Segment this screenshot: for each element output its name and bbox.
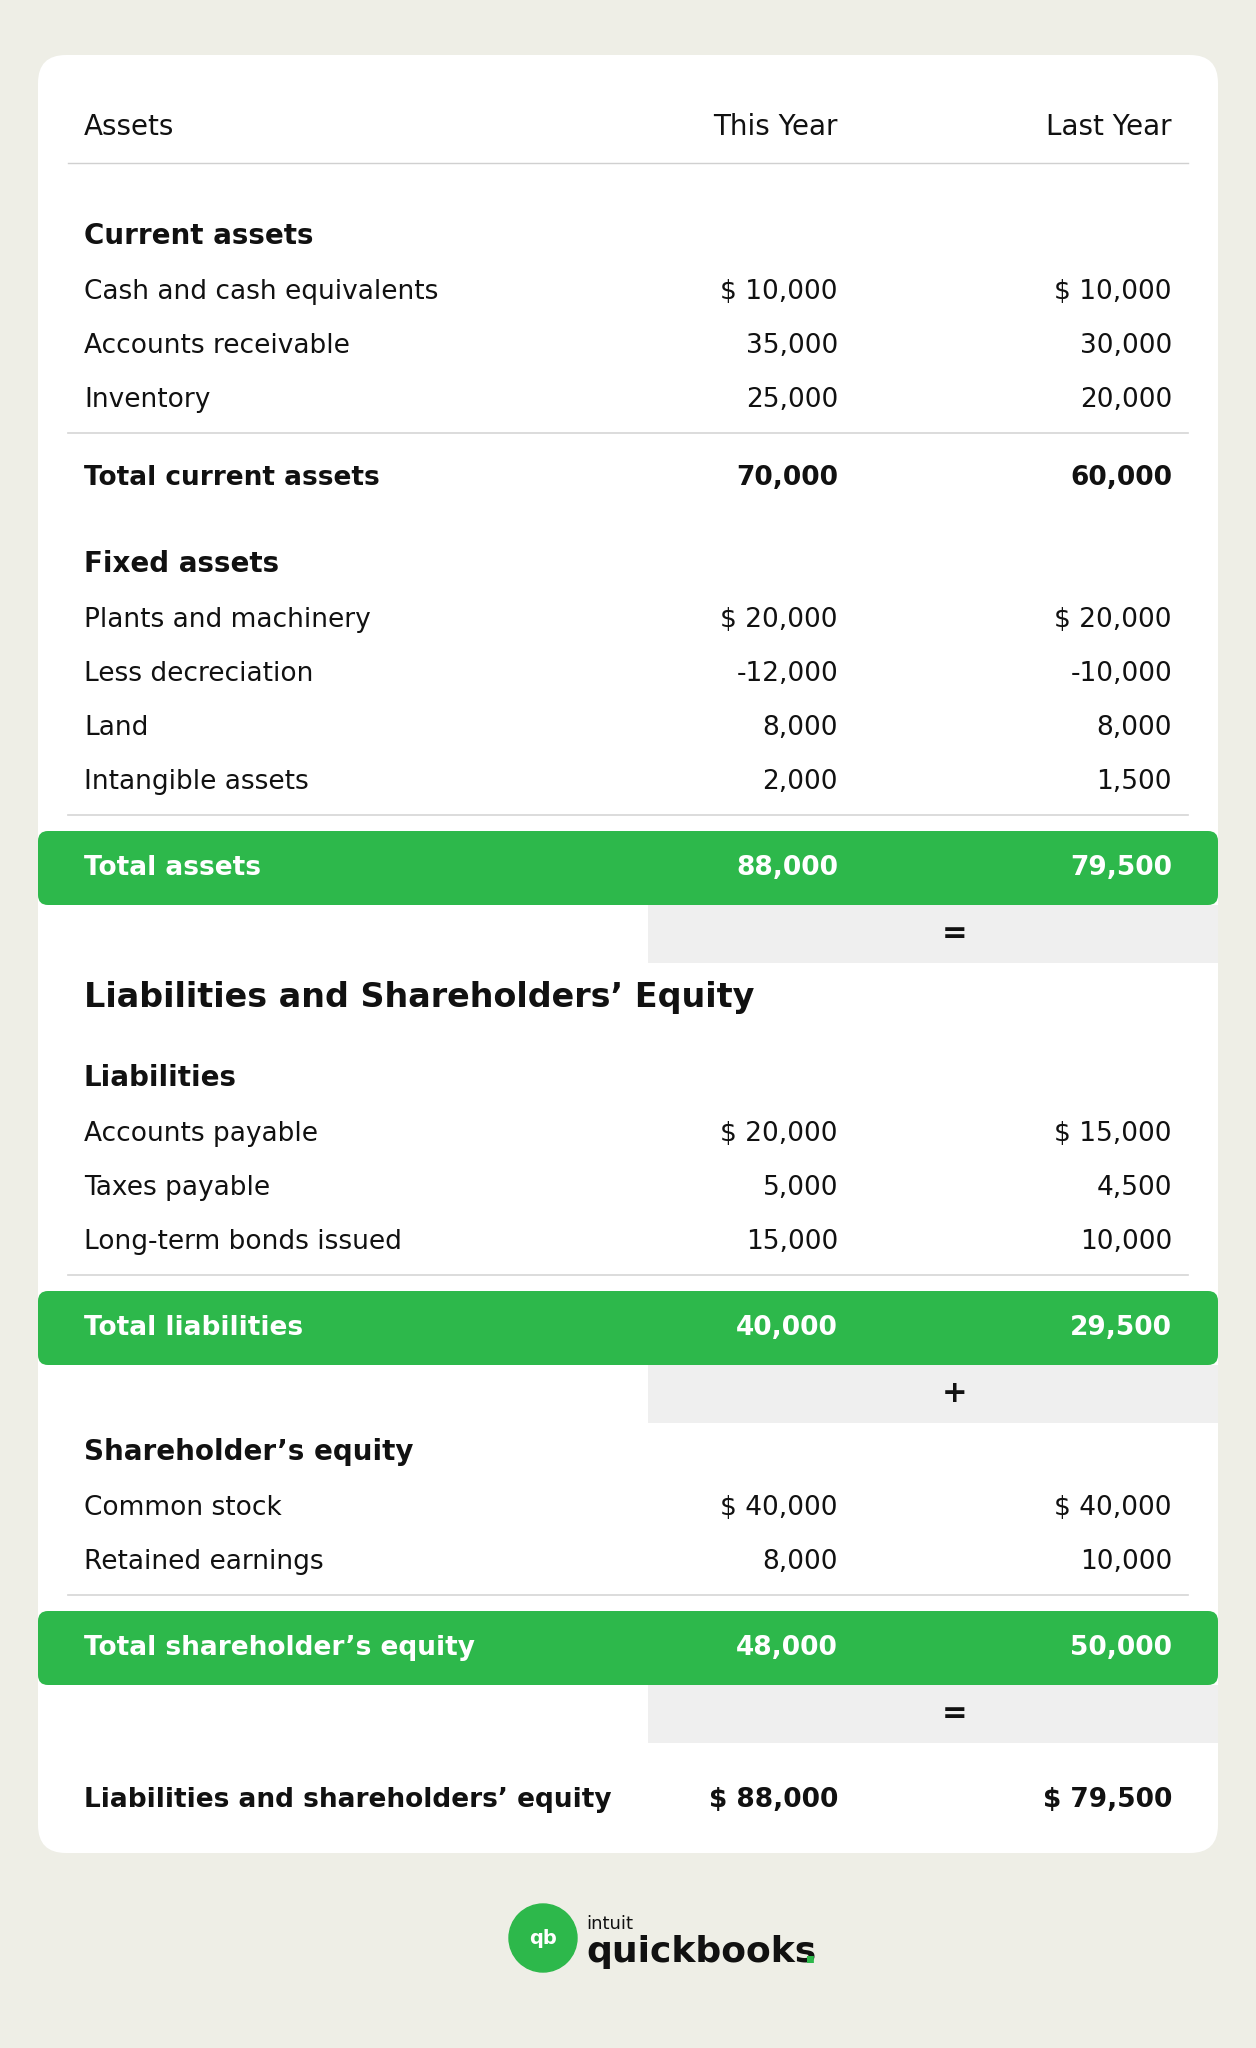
Text: Total assets: Total assets [84, 854, 261, 881]
Text: =: = [942, 920, 967, 948]
FancyBboxPatch shape [38, 55, 1218, 1853]
Text: Shareholder’s equity: Shareholder’s equity [84, 1438, 413, 1466]
Text: Intangible assets: Intangible assets [84, 768, 309, 795]
Text: .: . [803, 1933, 818, 1970]
Text: +: + [942, 1380, 967, 1409]
Text: $ 40,000: $ 40,000 [721, 1495, 838, 1522]
FancyBboxPatch shape [38, 1290, 1218, 1366]
Text: 2,000: 2,000 [762, 768, 838, 795]
Text: Assets: Assets [84, 113, 175, 141]
Text: 8,000: 8,000 [762, 1548, 838, 1575]
Text: Plants and machinery: Plants and machinery [84, 606, 371, 633]
Text: 60,000: 60,000 [1070, 465, 1172, 492]
FancyBboxPatch shape [38, 1612, 1218, 1686]
Text: $ 88,000: $ 88,000 [708, 1788, 838, 1812]
Ellipse shape [509, 1905, 577, 1972]
FancyBboxPatch shape [648, 1366, 1218, 1423]
Text: 8,000: 8,000 [1096, 715, 1172, 741]
Text: 10,000: 10,000 [1080, 1229, 1172, 1255]
Text: $ 10,000: $ 10,000 [1055, 279, 1172, 305]
Text: 29,500: 29,500 [1070, 1315, 1172, 1341]
Text: $ 20,000: $ 20,000 [721, 606, 838, 633]
Text: Total current assets: Total current assets [84, 465, 379, 492]
Text: Cash and cash equivalents: Cash and cash equivalents [84, 279, 438, 305]
Text: Current assets: Current assets [84, 221, 314, 250]
Text: 5,000: 5,000 [762, 1176, 838, 1200]
Text: Liabilities and Shareholders’ Equity: Liabilities and Shareholders’ Equity [84, 981, 755, 1014]
Text: $ 20,000: $ 20,000 [1055, 606, 1172, 633]
Text: Retained earnings: Retained earnings [84, 1548, 324, 1575]
Text: =: = [942, 1700, 967, 1729]
Text: 25,000: 25,000 [746, 387, 838, 414]
Text: quickbooks: quickbooks [587, 1935, 816, 1968]
FancyBboxPatch shape [648, 1686, 1218, 1743]
Text: Total shareholder’s equity: Total shareholder’s equity [84, 1634, 475, 1661]
Text: Accounts receivable: Accounts receivable [84, 334, 350, 358]
Text: 48,000: 48,000 [736, 1634, 838, 1661]
Text: 50,000: 50,000 [1070, 1634, 1172, 1661]
Text: qb: qb [529, 1929, 556, 1948]
Text: $ 15,000: $ 15,000 [1055, 1120, 1172, 1147]
Text: Total liabilities: Total liabilities [84, 1315, 303, 1341]
Text: 20,000: 20,000 [1080, 387, 1172, 414]
Text: Last Year: Last Year [1046, 113, 1172, 141]
Text: Liabilities: Liabilities [84, 1065, 237, 1092]
Text: 88,000: 88,000 [736, 854, 838, 881]
Text: $ 40,000: $ 40,000 [1055, 1495, 1172, 1522]
Text: Common stock: Common stock [84, 1495, 281, 1522]
Text: Liabilities and shareholders’ equity: Liabilities and shareholders’ equity [84, 1788, 612, 1812]
Text: 30,000: 30,000 [1080, 334, 1172, 358]
Text: 10,000: 10,000 [1080, 1548, 1172, 1575]
Text: intuit: intuit [587, 1915, 633, 1933]
FancyBboxPatch shape [648, 905, 1218, 963]
Text: Inventory: Inventory [84, 387, 210, 414]
Text: This Year: This Year [713, 113, 838, 141]
Text: 8,000: 8,000 [762, 715, 838, 741]
Text: -12,000: -12,000 [736, 662, 838, 686]
Text: 70,000: 70,000 [736, 465, 838, 492]
Text: 15,000: 15,000 [746, 1229, 838, 1255]
Text: -10,000: -10,000 [1070, 662, 1172, 686]
Text: $ 10,000: $ 10,000 [721, 279, 838, 305]
Text: Long-term bonds issued: Long-term bonds issued [84, 1229, 402, 1255]
Text: Land: Land [84, 715, 148, 741]
Text: 40,000: 40,000 [736, 1315, 838, 1341]
Text: 35,000: 35,000 [746, 334, 838, 358]
Text: $ 20,000: $ 20,000 [721, 1120, 838, 1147]
FancyBboxPatch shape [38, 831, 1218, 905]
Text: Accounts payable: Accounts payable [84, 1120, 318, 1147]
Text: Fixed assets: Fixed assets [84, 551, 279, 578]
Text: Taxes payable: Taxes payable [84, 1176, 270, 1200]
Text: Less decreciation: Less decreciation [84, 662, 314, 686]
Text: 4,500: 4,500 [1096, 1176, 1172, 1200]
Text: 79,500: 79,500 [1070, 854, 1172, 881]
Text: 1,500: 1,500 [1096, 768, 1172, 795]
Text: $ 79,500: $ 79,500 [1042, 1788, 1172, 1812]
